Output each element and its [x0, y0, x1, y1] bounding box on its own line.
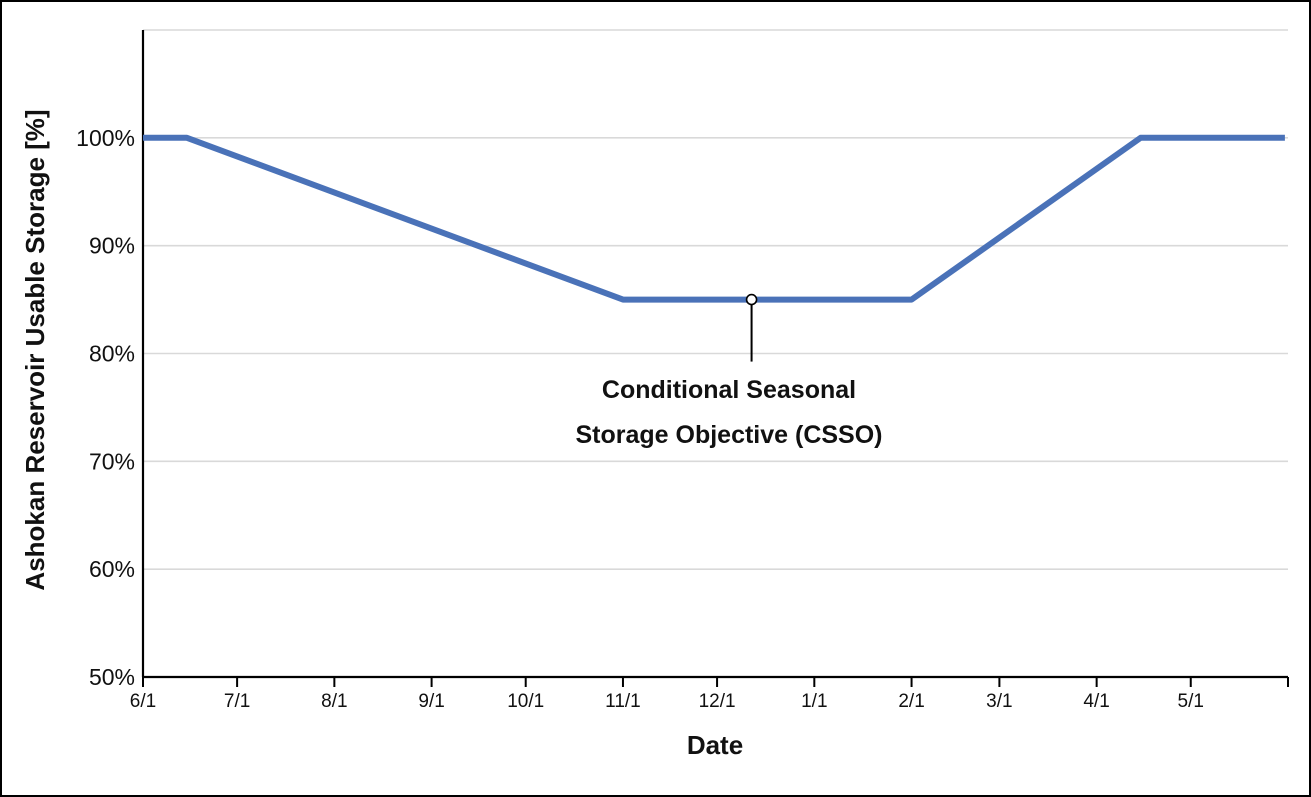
x-tick-label: 12/1: [699, 691, 736, 712]
x-tick-label: 1/1: [801, 691, 827, 712]
annotation: Conditional Seasonal Storage Objective (…: [575, 293, 883, 449]
y-tick-label: 50%: [89, 664, 135, 690]
y-tick-label: 70%: [89, 448, 135, 474]
x-tick-label: 6/1: [130, 691, 156, 712]
x-tick-label: 2/1: [898, 691, 924, 712]
y-tick-label: 100%: [76, 125, 135, 151]
y-axis-title: Ashokan Reservoir Usable Storage [%]: [20, 109, 50, 590]
tick-labels: 6/1 7/1 8/1 9/1 10/1 11/1 12/1 1/1 2/1 3/1 4/1 5/1 5…: [76, 125, 1204, 712]
x-tick-label: 8/1: [321, 691, 347, 712]
x-tick-label: 9/1: [418, 691, 444, 712]
y-tick-label: 90%: [89, 233, 135, 259]
x-tick-label: 5/1: [1178, 691, 1204, 712]
y-tick-label: 80%: [89, 341, 135, 367]
x-tick-label: 10/1: [507, 691, 544, 712]
x-axis-title: Date: [687, 730, 743, 760]
y-tick-label: 60%: [89, 556, 135, 582]
series-line: [143, 134, 1285, 303]
grid-lines: [143, 29, 1288, 570]
x-tick-label: 4/1: [1083, 691, 1109, 712]
axes: [141, 30, 1289, 687]
x-tick-label: 3/1: [986, 691, 1012, 712]
annotation-text-line-1: Conditional Seasonal: [602, 376, 856, 404]
annotation-text-line-2: Storage Objective (CSSO): [575, 421, 882, 449]
annotation-marker: [745, 293, 758, 306]
x-tick-label: 11/1: [605, 691, 641, 712]
x-tick-label: 7/1: [224, 691, 250, 712]
data-series: [143, 134, 1285, 303]
